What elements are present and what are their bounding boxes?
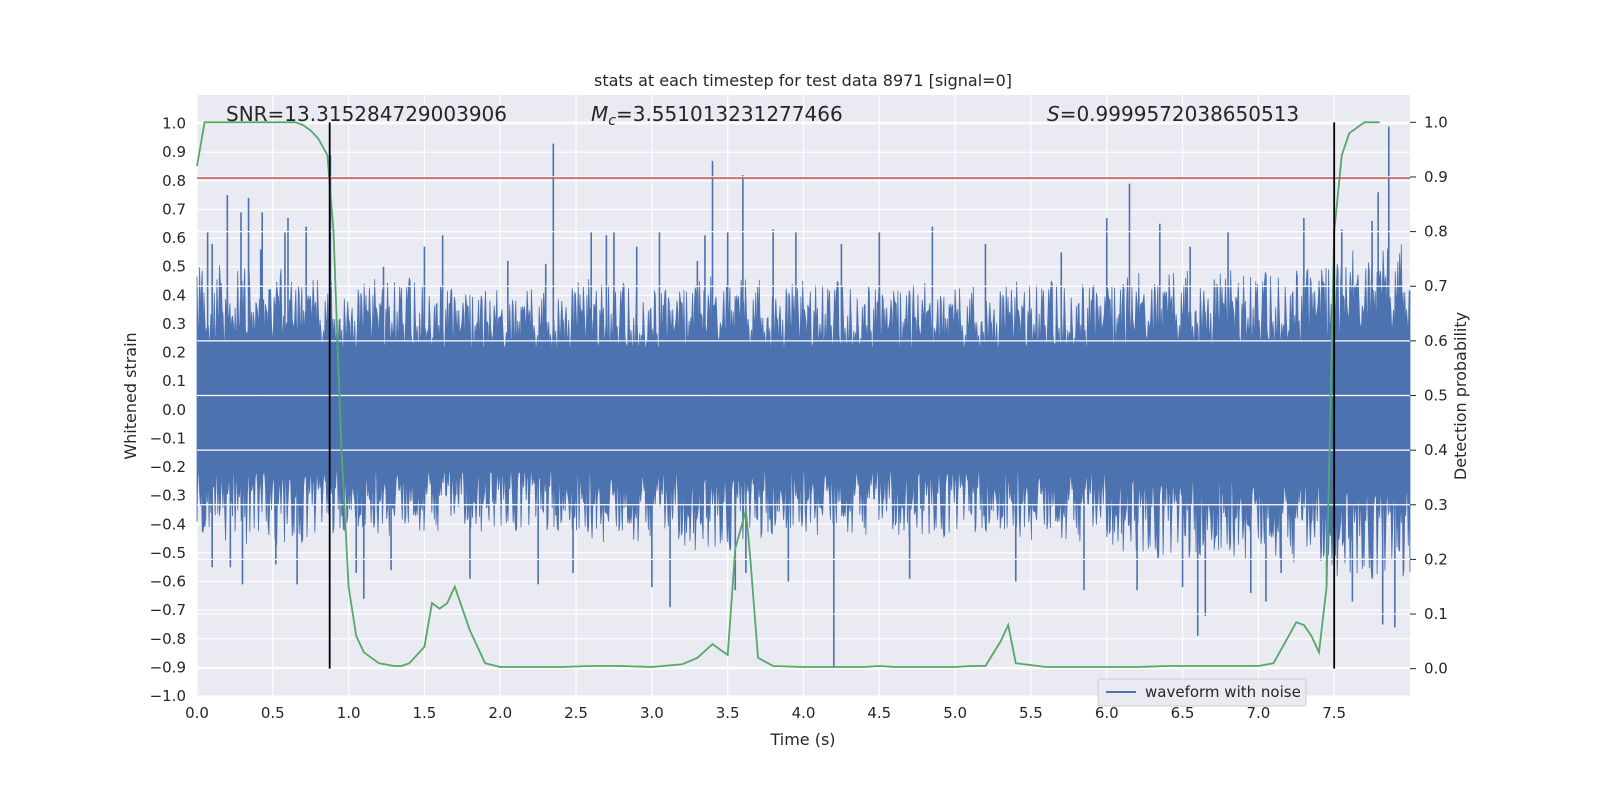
x-tick-label: 2.0 xyxy=(488,704,512,722)
x-tick-label: 6.5 xyxy=(1171,704,1195,722)
y-right-tick-label: 0.9 xyxy=(1424,168,1448,186)
x-tick-label: 0.5 xyxy=(261,704,285,722)
y-left-tick-label: −1.0 xyxy=(150,687,186,705)
y-left-tick-label: −0.7 xyxy=(150,601,186,619)
y-right-tick-label: 1.0 xyxy=(1424,113,1448,131)
waveform-core xyxy=(197,346,1410,473)
x-tick-label: 1.5 xyxy=(413,704,437,722)
y-right-tick-label: 0.4 xyxy=(1424,441,1448,459)
x-tick-label: 4.0 xyxy=(792,704,816,722)
x-tick-label: 4.5 xyxy=(867,704,891,722)
legend: waveform with noise xyxy=(1097,678,1307,707)
legend-label: waveform with noise xyxy=(1145,683,1301,701)
x-tick-label: 3.5 xyxy=(716,704,740,722)
y-left-tick-label: −0.9 xyxy=(150,658,186,676)
y-left-tick-label: 0.4 xyxy=(162,286,186,304)
y-left-tick-label: −0.1 xyxy=(150,429,186,447)
y-right-tick-label: 0.7 xyxy=(1424,277,1448,295)
x-tick-label: 3.0 xyxy=(640,704,664,722)
x-axis-ticks: 0.0 0.5 1.0 1.5 2.0 2.5 3.0 3.5 4.0 4.5 5.0 5.5 6.0 6… xyxy=(185,704,1346,722)
probability-series xyxy=(196,121,1380,668)
chart-title: stats at each timestep for test data 897… xyxy=(594,71,1012,90)
x-tick-label: 1.0 xyxy=(337,704,361,722)
mc-value: =3.551013231277466 xyxy=(616,102,843,126)
y-right-tick-label: 0.5 xyxy=(1424,387,1448,405)
y-left-tick-label: 0.2 xyxy=(162,344,186,362)
s-symbol: S xyxy=(1047,102,1060,126)
x-axis-label: Time (s) xyxy=(769,730,835,749)
x-tick-label: 0.0 xyxy=(185,704,209,722)
y-axis-left-label: Whitened strain xyxy=(121,332,140,459)
mc-symbol: M xyxy=(591,102,608,126)
x-tick-label: 5.0 xyxy=(943,704,967,722)
x-tick-label: 7.0 xyxy=(1246,704,1270,722)
mc-annotation: Mc=3.551013231277466 xyxy=(591,102,843,129)
y-left-tick-label: 0.6 xyxy=(162,229,186,247)
y-left-tick-label: 0.8 xyxy=(162,172,186,190)
y-right-tick-label: 0.1 xyxy=(1424,605,1448,623)
y-left-tick-label: −0.5 xyxy=(150,544,186,562)
mc-subscript: c xyxy=(608,113,616,129)
y-left-tick-label: 1.0 xyxy=(162,115,186,133)
y-left-tick-label: 0.1 xyxy=(162,372,186,390)
y-left-tick-label: −0.2 xyxy=(150,458,186,476)
y-left-tick-label: 0.3 xyxy=(162,315,186,333)
y-right-tick-label: 0.3 xyxy=(1424,496,1448,514)
y-right-tick-label: 0.6 xyxy=(1424,332,1448,350)
y-right-tick-label: 0.2 xyxy=(1424,550,1448,568)
y-left-tick-label: −0.4 xyxy=(150,515,186,533)
waveform-series xyxy=(196,121,1411,670)
y-left-tick-label: −0.8 xyxy=(150,630,186,648)
y-axis-right-ticks: 1.0 0.9 0.8 0.7 0.6 0.5 0.4 0.3 0.2 0.1 0.0 xyxy=(1410,113,1448,678)
y-left-tick-label: −0.3 xyxy=(150,487,186,505)
x-tick-label: 5.5 xyxy=(1019,704,1043,722)
x-tick-label: 7.5 xyxy=(1322,704,1346,722)
s-value: =0.9999572038650513 xyxy=(1060,102,1299,126)
reference-lines xyxy=(197,122,1410,669)
probability-line xyxy=(196,121,1380,668)
y-right-tick-label: 0.0 xyxy=(1424,660,1448,678)
y-right-tick-label: 0.8 xyxy=(1424,223,1448,241)
snr-annotation: SNR=13.315284729003906 xyxy=(226,102,507,126)
x-tick-label: 6.0 xyxy=(1095,704,1119,722)
y-axis-left-ticks: 1.0 0.9 0.8 0.7 0.6 0.5 0.4 0.3 0.2 0.1 0.0 −0.1 −0.… xyxy=(150,115,186,705)
y-left-tick-label: 0.5 xyxy=(162,258,186,276)
y-left-tick-label: −0.6 xyxy=(150,573,186,591)
y-left-tick-label: 0.9 xyxy=(162,143,186,161)
legend-box xyxy=(1097,678,1307,707)
x-tick-label: 2.5 xyxy=(564,704,588,722)
y-left-tick-label: 0.7 xyxy=(162,200,186,218)
y-axis-right-label: Detection probability xyxy=(1451,312,1470,480)
s-annotation: S=0.9999572038650513 xyxy=(1047,102,1299,126)
y-left-tick-label: 0.0 xyxy=(162,401,186,419)
